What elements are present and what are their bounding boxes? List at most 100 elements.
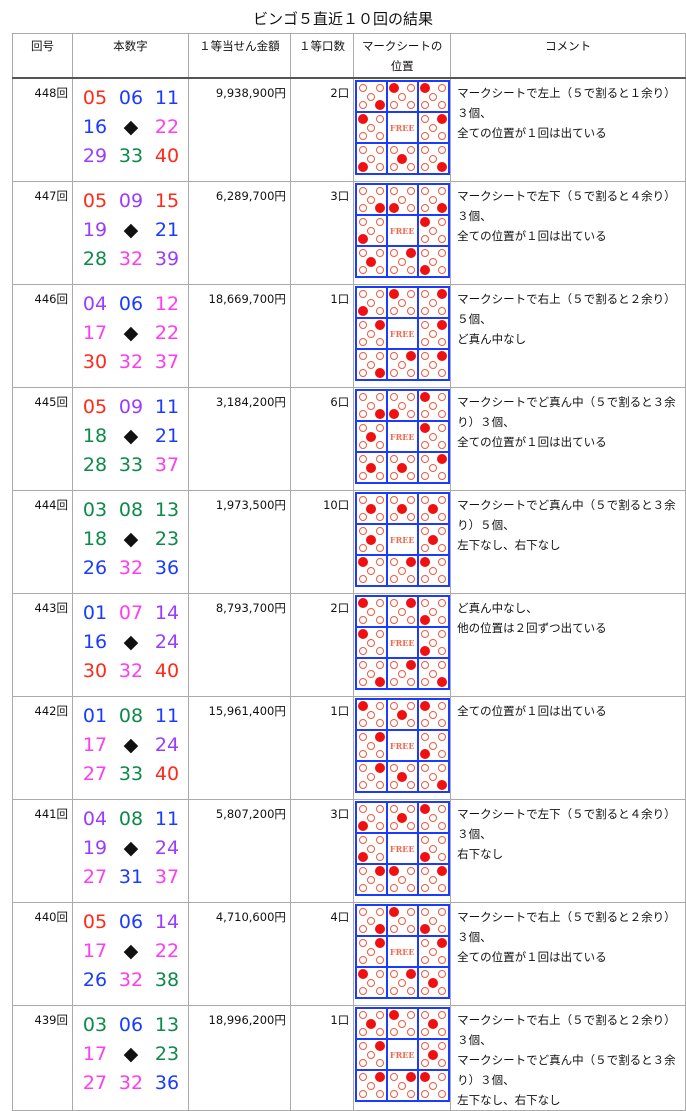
empty-circle <box>367 813 376 822</box>
mark-cell <box>356 391 386 420</box>
mark-cell <box>356 762 386 791</box>
comment: ど真ん中なし、 他の位置は２回ずつ出ている <box>450 593 686 697</box>
empty-circle <box>375 218 384 226</box>
empty-circle <box>406 266 415 274</box>
mark-cell <box>387 1009 417 1038</box>
marked-dot <box>419 615 430 625</box>
marked-dot <box>419 1072 430 1082</box>
empty-circle <box>406 781 415 789</box>
table-row: 444回 03 08 13 18 ◆ 23 26 32 36 1,973,500円 10口 FREE マー… <box>12 490 686 594</box>
empty-circle <box>367 638 376 647</box>
empty-circle <box>375 884 384 892</box>
empty-circle <box>375 513 384 521</box>
table-row: 439回 03 06 13 17 ◆ 23 27 32 36 18,996,200円 1口 FREE マー… <box>12 1005 686 1111</box>
mark-cell <box>356 937 386 966</box>
empty-circle <box>358 661 367 669</box>
empty-circle <box>367 741 376 750</box>
empty-circle <box>358 101 367 109</box>
mark-cell <box>387 247 417 276</box>
empty-circle <box>367 195 376 204</box>
empty-circle <box>420 599 429 607</box>
mark-cell <box>356 1009 386 1038</box>
empty-circle <box>420 338 429 346</box>
empty-circle <box>437 750 446 758</box>
marked-dot <box>397 812 408 823</box>
empty-circle <box>358 575 367 583</box>
marked-dot <box>428 503 439 514</box>
header-winners: １等口数 <box>289 33 355 79</box>
empty-circle <box>389 1090 398 1098</box>
winning-numbers: 01 07 14 16 ◆ 24 30 32 40 <box>71 593 189 697</box>
marked-dot <box>397 771 408 782</box>
empty-circle <box>358 987 367 995</box>
winning-number: 08 <box>118 807 144 830</box>
empty-circle <box>437 908 446 916</box>
winning-number: 11 <box>154 704 180 727</box>
empty-circle <box>429 298 438 307</box>
winning-number: 06 <box>118 292 144 315</box>
marked-dot <box>374 866 385 876</box>
empty-circle <box>420 369 429 377</box>
comment: マークシートで左下（５で割ると４余り）３個、 全ての位置が１回は出ている <box>450 181 686 285</box>
mark-cell <box>418 556 448 585</box>
marked-dot <box>374 924 385 934</box>
empty-circle <box>406 204 415 212</box>
round-number: 446回 <box>12 284 73 388</box>
free-cell: FREE <box>387 937 417 966</box>
table-row: 446回 04 06 12 17 ◆ 22 30 32 37 18,669,700円 1口 FREE マー… <box>12 284 686 388</box>
marked-dot <box>436 866 447 876</box>
empty-circle <box>375 822 384 830</box>
empty-circle <box>358 719 367 727</box>
empty-circle <box>358 249 367 257</box>
empty-circle <box>358 1042 367 1050</box>
empty-circle <box>420 513 429 521</box>
empty-circle <box>429 772 438 781</box>
winning-number: 07 <box>118 601 144 624</box>
winning-number: 27 <box>82 865 108 888</box>
empty-circle <box>375 719 384 727</box>
winning-number: 05 <box>82 395 108 418</box>
empty-circle <box>406 884 415 892</box>
empty-circle <box>398 92 407 101</box>
mark-cell <box>418 144 448 173</box>
empty-circle <box>406 163 415 171</box>
mark-cell <box>418 700 448 729</box>
mark-sheet: FREE <box>353 181 452 285</box>
winning-number: 15 <box>154 189 180 212</box>
mark-cell <box>418 1071 448 1100</box>
empty-circle <box>420 630 429 638</box>
winning-number: 32 <box>118 247 144 270</box>
empty-circle <box>389 822 398 830</box>
mark-cell <box>356 350 386 379</box>
empty-circle <box>367 1081 376 1090</box>
empty-circle <box>367 123 376 132</box>
marked-dot <box>405 248 416 258</box>
free-cell: FREE <box>387 834 417 863</box>
empty-circle <box>437 805 446 813</box>
empty-circle <box>358 290 367 298</box>
winning-number: 26 <box>82 968 108 991</box>
marked-dot <box>357 629 368 639</box>
mark-sheet: FREE <box>353 799 452 903</box>
mark-cell <box>356 556 386 585</box>
empty-circle <box>429 844 438 853</box>
header-mark-position: マークシートの位置 <box>353 33 452 79</box>
mark-sheet: FREE <box>353 593 452 697</box>
empty-circle <box>375 836 384 844</box>
empty-circle <box>389 970 398 978</box>
free-cell: FREE <box>387 422 417 451</box>
mark-cell <box>418 113 448 142</box>
empty-circle <box>358 496 367 504</box>
empty-circle <box>358 132 367 140</box>
empty-circle <box>406 369 415 377</box>
winner-count: 1口 <box>289 1005 355 1111</box>
winning-number: 06 <box>118 86 144 109</box>
empty-circle <box>389 393 398 401</box>
winner-count: 3口 <box>289 799 355 903</box>
mark-sheet: FREE <box>353 696 452 800</box>
mark-cell <box>387 906 417 935</box>
empty-circle <box>437 101 446 109</box>
winning-number: 06 <box>118 1013 144 1036</box>
winning-number: 40 <box>154 144 180 167</box>
empty-circle <box>375 630 384 638</box>
